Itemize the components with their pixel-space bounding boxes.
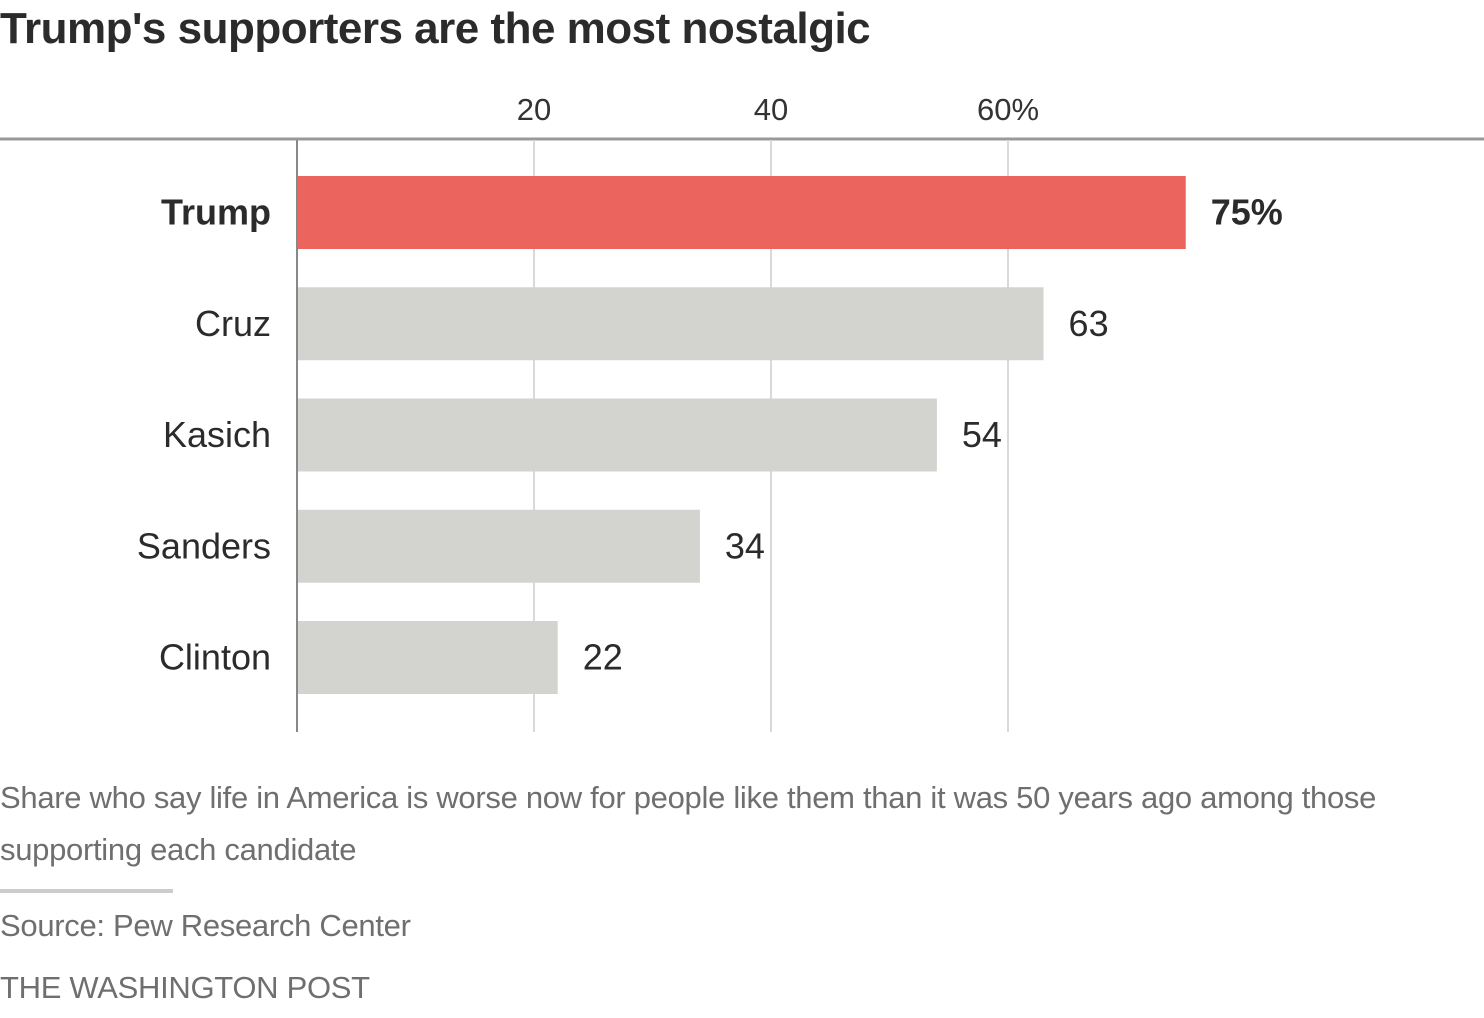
chart-title: Trump's supporters are the most nostalgi… [0,4,871,53]
bar-chart: 20 40 60% Trump 75% Cruz 63 Kasich 54 Sanders 34 Cl… [0,92,1484,732]
bar-kasich [297,398,937,472]
source-note: Source: Pew Research Center [0,908,411,943]
value-label: 54 [962,414,1002,455]
value-label: 75% [1211,192,1283,233]
chart-description: Share who say life in America is worse n… [0,780,1377,867]
bar-clinton [297,621,558,694]
category-label: Cruz [195,303,271,344]
value-label: 63 [1069,303,1109,344]
bar-trump [297,176,1186,249]
bar-sanders [297,509,700,583]
x-tick-label: 20 [517,92,551,127]
value-label: 34 [725,525,765,566]
value-label: 22 [583,637,623,678]
x-tick-label: 40 [754,92,788,127]
divider [0,889,173,893]
category-label: Kasich [163,414,271,455]
category-label: Clinton [159,637,271,678]
x-tick-label: 60% [977,92,1039,127]
category-label: Sanders [137,525,271,566]
category-label: Trump [161,192,271,233]
bar-cruz [297,287,1044,361]
publisher-credit: THE WASHINGTON POST [0,970,370,1005]
